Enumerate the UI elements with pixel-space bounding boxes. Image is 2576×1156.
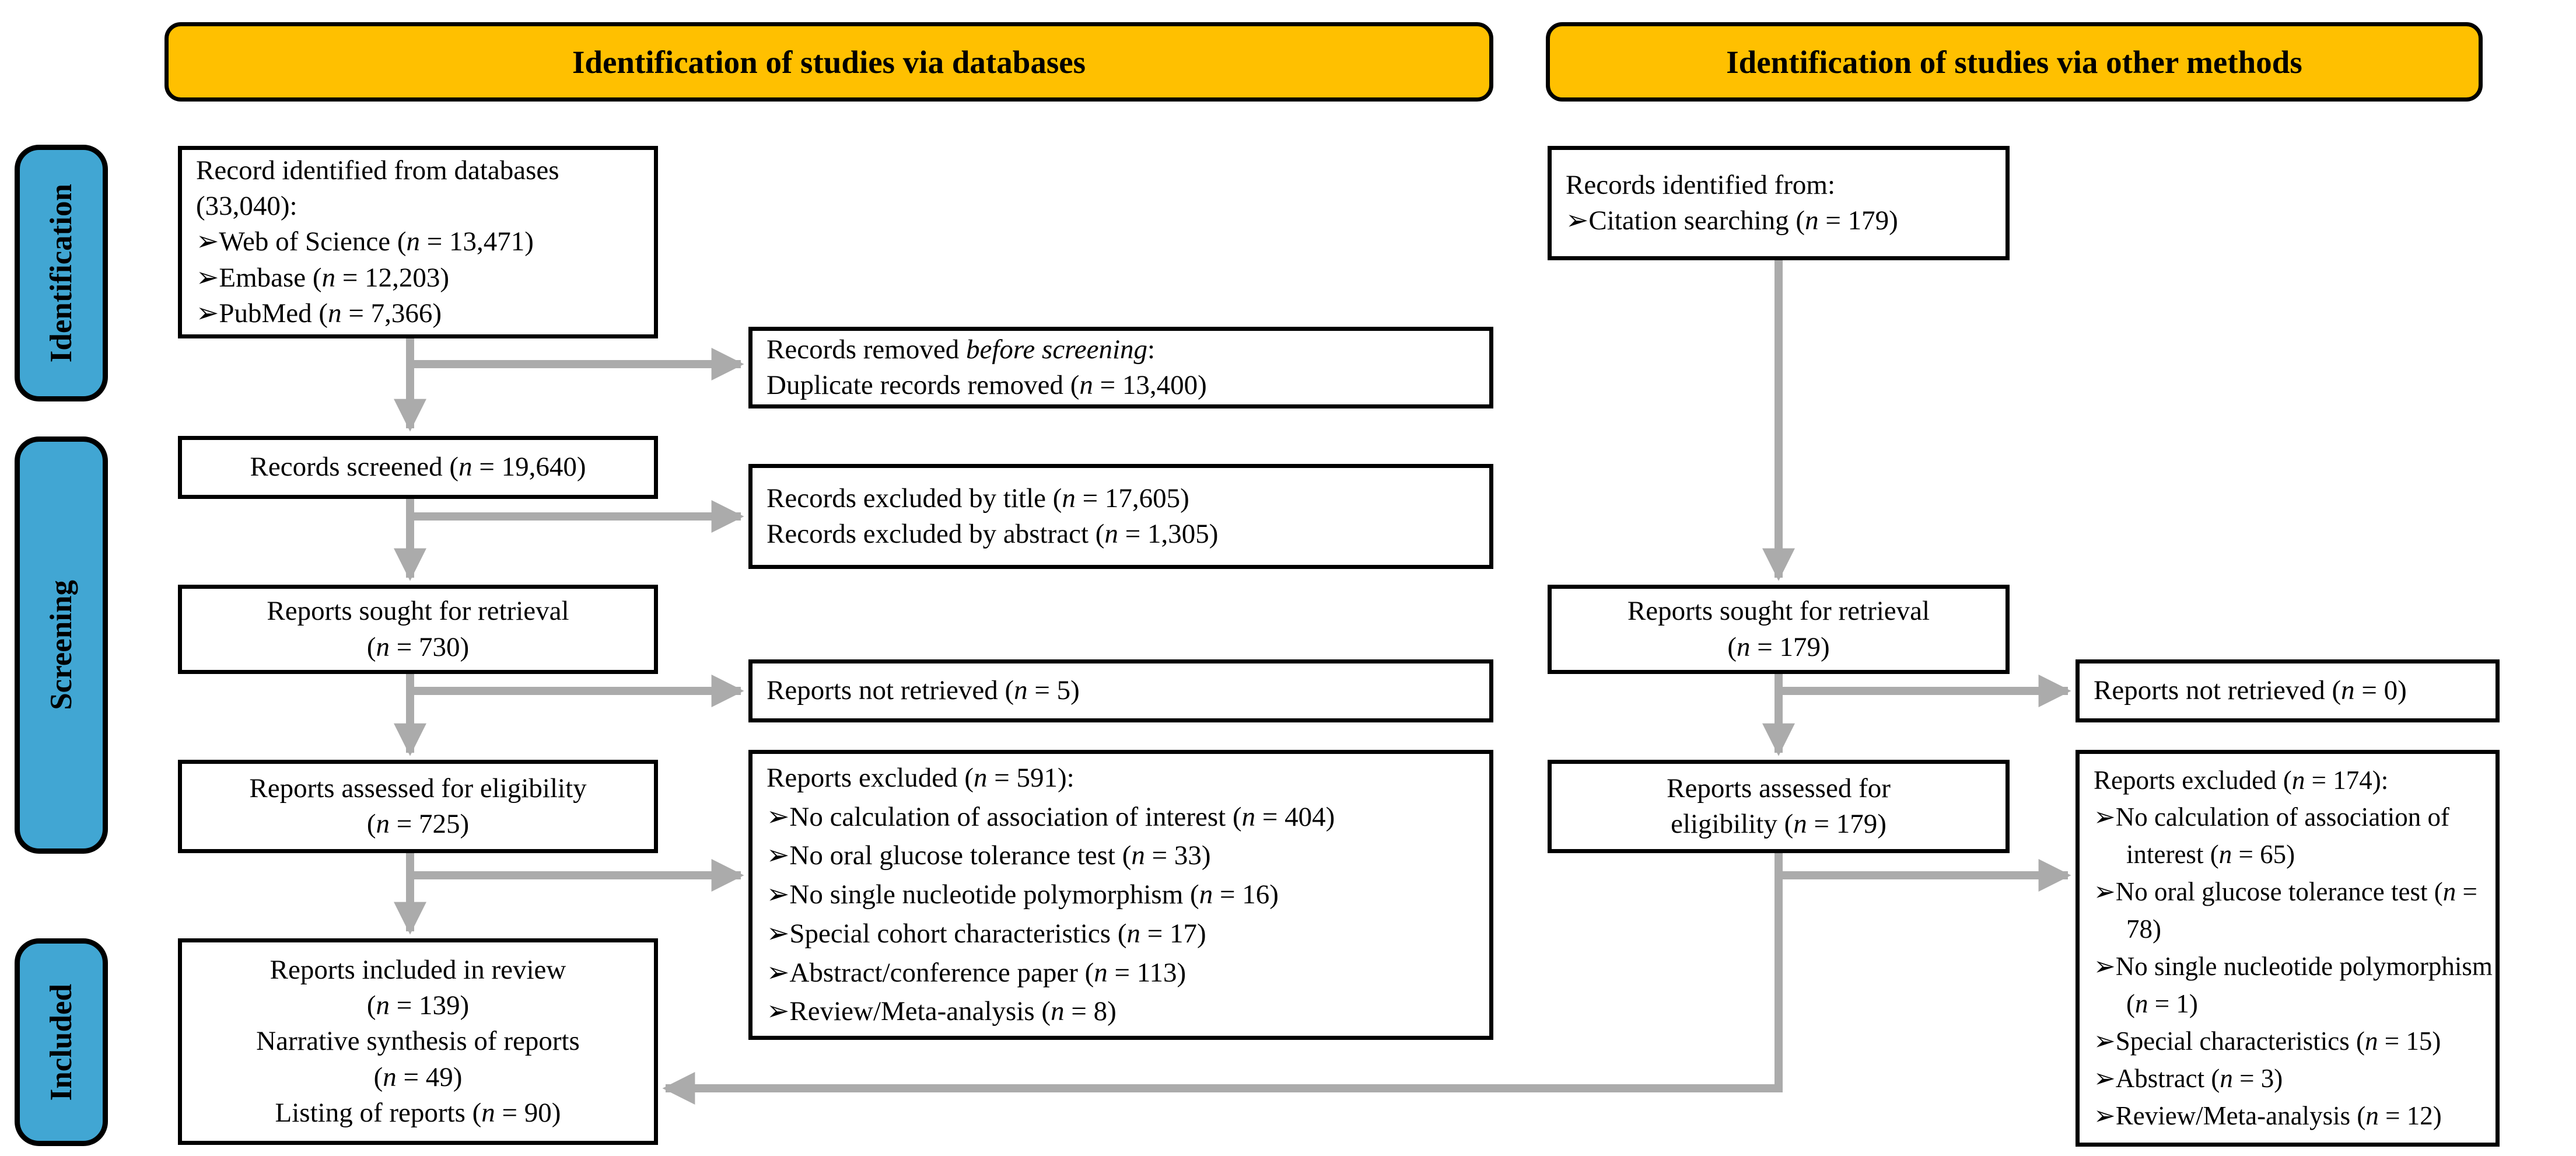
header-databases-label: Identification of studies via databases xyxy=(572,44,1086,80)
box-line: ➢Embase (n = 12,203) xyxy=(196,262,449,293)
box-line: Reports assessed for eligibility xyxy=(249,773,587,804)
box-reports-excluded-other: Reports excluded (n = 174): ➢No calculati… xyxy=(2076,750,2500,1147)
box-line: ➢Abstract (n = 3) xyxy=(2094,1063,2283,1093)
box-line: Records screened (n = 19,640) xyxy=(250,452,586,483)
box-line: ➢Citation searching (n = 179) xyxy=(1566,205,1898,236)
box-reports-included: Reports included in review (n = 139) Narra… xyxy=(178,938,658,1145)
box-line: Reports excluded (n = 591): xyxy=(766,762,1074,793)
box-line: Records identified from: xyxy=(1566,169,1836,200)
box-line: ➢No calculation of association of intere… xyxy=(2094,802,2450,869)
box-records-identified-other: Records identified from: ➢Citation search… xyxy=(1548,146,2010,260)
arrow-other-assessed-to-included xyxy=(662,853,1783,1105)
box-line: (n = 179) xyxy=(1727,631,1830,662)
box-reports-sought-other: Reports sought for retrieval (n = 179) xyxy=(1548,585,2010,674)
box-line: (n = 730) xyxy=(366,631,470,662)
box-line: ➢No single nucleotide polymorphism (n = … xyxy=(766,879,1279,910)
box-line: ➢Special cohort characteristics (n = 17) xyxy=(766,918,1206,949)
box-line: ➢Review/Meta-analysis (n = 12) xyxy=(2094,1101,2442,1130)
box-line: ➢Review/Meta-analysis (n = 8) xyxy=(766,996,1116,1027)
box-records-excluded-title-abstract: Records excluded by title (n = 17,605) Re… xyxy=(748,464,1493,569)
box-line: ➢No oral glucose tolerance test (n = 78) xyxy=(2094,877,2477,944)
box-reports-excluded-databases: Reports excluded (n = 591): ➢No calculati… xyxy=(748,750,1493,1040)
box-reports-assessed-databases: Reports assessed for eligibility (n = 725… xyxy=(178,760,658,853)
box-line: Listing of reports (n = 90) xyxy=(275,1097,561,1128)
box-line: ➢No single nucleotide polymorphism (n = … xyxy=(2094,952,2493,1018)
box-line: Records excluded by title (n = 17,605) xyxy=(766,483,1189,514)
box-line: (n = 725) xyxy=(366,809,470,839)
box-line: ➢Special characteristics (n = 15) xyxy=(2094,1026,2441,1056)
box-records-identified-databases: Record identified from databases (33,040… xyxy=(178,146,658,338)
box-reports-sought-databases: Reports sought for retrieval (n = 730) xyxy=(178,585,658,674)
sidebar-identification: Identification xyxy=(15,145,108,401)
box-line: Duplicate records removed (n = 13,400) xyxy=(766,370,1207,400)
box-line: ➢Abstract/conference paper (n = 113) xyxy=(766,957,1186,988)
header-other-methods-label: Identification of studies via other meth… xyxy=(1726,44,2302,80)
box-line: Narrative synthesis of reports xyxy=(256,1026,580,1057)
box-reports-not-retrieved-databases: Reports not retrieved (n = 5) xyxy=(748,659,1493,722)
box-line: ➢No calculation of association of intere… xyxy=(766,801,1335,832)
sidebar-identification-label: Identification xyxy=(44,183,78,363)
box-line: Record identified from databases (33,040… xyxy=(196,155,559,222)
box-line: Records removed before screening: xyxy=(766,334,1156,365)
sidebar-included: Included xyxy=(15,938,108,1146)
sidebar-screening-label: Screening xyxy=(44,580,78,710)
header-databases: Identification of studies via databases xyxy=(164,22,1493,102)
box-line: ➢PubMed (n = 7,366) xyxy=(196,298,442,329)
box-reports-not-retrieved-other: Reports not retrieved (n = 0) xyxy=(2076,659,2500,722)
box-line: Reports not retrieved (n = 5) xyxy=(766,675,1080,706)
box-line: Reports sought for retrieval xyxy=(267,596,569,627)
box-records-removed-before-screening: Records removed before screening: Duplica… xyxy=(748,327,1493,408)
box-line: Reports excluded (n = 174): xyxy=(2094,765,2389,795)
box-line: Records excluded by abstract (n = 1,305) xyxy=(766,519,1219,549)
box-reports-assessed-other: Reports assessed for eligibility (n = 179… xyxy=(1548,760,2010,853)
box-line: (n = 139) xyxy=(366,990,470,1021)
sidebar-screening: Screening xyxy=(15,436,108,854)
box-line: ➢Web of Science (n = 13,471) xyxy=(196,226,534,257)
box-records-screened: Records screened (n = 19,640) xyxy=(178,436,658,499)
box-line: Reports sought for retrieval xyxy=(1627,596,1930,627)
box-line: Reports not retrieved (n = 0) xyxy=(2094,675,2407,706)
box-line: (n = 49) xyxy=(373,1061,463,1092)
box-line: Reports included in review xyxy=(270,955,566,986)
box-line: Reports assessed for xyxy=(1667,773,1891,804)
header-other-methods: Identification of studies via other meth… xyxy=(1546,22,2483,102)
box-line: eligibility (n = 179) xyxy=(1671,809,1887,839)
box-line: ➢No oral glucose tolerance test (n = 33) xyxy=(766,840,1211,871)
sidebar-included-label: Included xyxy=(44,983,78,1101)
